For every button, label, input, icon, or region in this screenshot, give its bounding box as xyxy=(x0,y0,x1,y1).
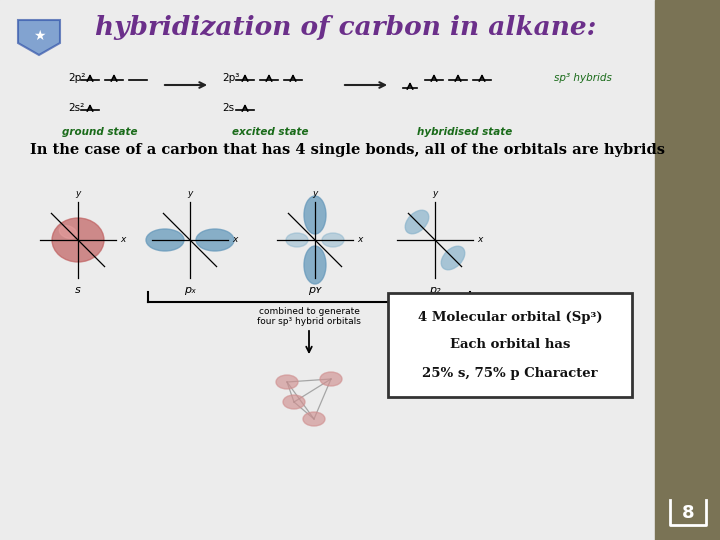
Text: y: y xyxy=(432,189,438,198)
Ellipse shape xyxy=(405,210,429,234)
Text: pʏ: pʏ xyxy=(308,285,322,295)
Text: x: x xyxy=(120,235,125,245)
Text: ground state: ground state xyxy=(62,127,138,137)
FancyBboxPatch shape xyxy=(388,293,632,397)
Text: excited state: excited state xyxy=(232,127,308,137)
Ellipse shape xyxy=(146,229,184,251)
Text: sp³ hybrids: sp³ hybrids xyxy=(554,73,612,83)
Text: p₂: p₂ xyxy=(429,285,441,295)
Text: 8: 8 xyxy=(682,504,694,522)
Ellipse shape xyxy=(196,229,234,251)
Text: y: y xyxy=(312,189,318,198)
Text: ★: ★ xyxy=(32,29,45,43)
Text: x: x xyxy=(477,235,482,245)
Text: y: y xyxy=(76,189,81,198)
Text: y: y xyxy=(187,189,193,198)
Bar xyxy=(655,0,720,540)
Ellipse shape xyxy=(276,375,298,389)
Ellipse shape xyxy=(286,233,308,247)
Text: x: x xyxy=(232,235,238,245)
Ellipse shape xyxy=(283,395,305,409)
Text: 25% s, 75% p Character: 25% s, 75% p Character xyxy=(422,367,598,380)
Text: Each orbital has: Each orbital has xyxy=(450,339,570,352)
Text: In the case of a carbon that has 4 single bonds, all of the orbitals are hybrids: In the case of a carbon that has 4 singl… xyxy=(30,143,665,157)
Text: 2p²: 2p² xyxy=(68,73,86,83)
Text: hybridization of carbon in alkane:: hybridization of carbon in alkane: xyxy=(95,16,596,40)
Ellipse shape xyxy=(59,226,77,239)
Text: 2s²: 2s² xyxy=(68,103,84,113)
Ellipse shape xyxy=(304,246,326,284)
Text: combined to generate
four sp³ hybrid orbitals: combined to generate four sp³ hybrid orb… xyxy=(257,307,361,326)
Text: hybridised state: hybridised state xyxy=(418,127,513,137)
Ellipse shape xyxy=(441,246,465,270)
Ellipse shape xyxy=(322,233,344,247)
Text: x: x xyxy=(357,235,362,245)
Text: 4 Molecular orbital (Sp³): 4 Molecular orbital (Sp³) xyxy=(418,310,602,323)
Text: s: s xyxy=(75,285,81,295)
Polygon shape xyxy=(18,20,60,55)
Text: 2p³: 2p³ xyxy=(222,73,239,83)
Ellipse shape xyxy=(304,196,326,234)
Ellipse shape xyxy=(52,218,104,262)
Ellipse shape xyxy=(303,412,325,426)
Text: pₓ: pₓ xyxy=(184,285,196,295)
Text: 2s: 2s xyxy=(222,103,234,113)
Ellipse shape xyxy=(320,372,342,386)
